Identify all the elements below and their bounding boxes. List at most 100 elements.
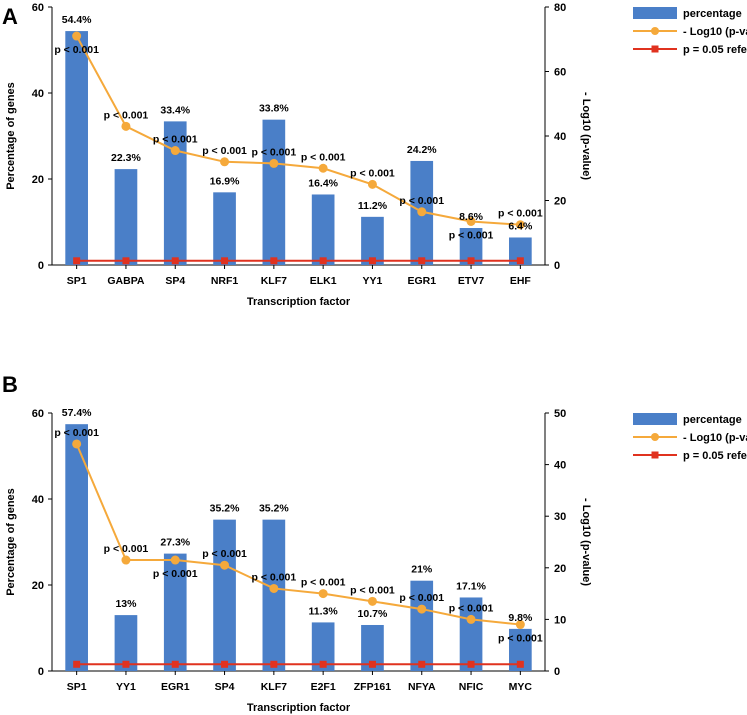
panel-b: B 0 20 40 60 0 10 20 30 40 50 Percentage of genes - … (2, 372, 747, 714)
pvalue-label: p < 0.001 (399, 195, 444, 207)
left-tick-label: 40 (32, 494, 44, 506)
legend: percentage - Log10 (p-value) p = 0.05 refe… (633, 413, 747, 462)
pvalue-point (121, 121, 131, 131)
pvalue-label: p < 0.001 (498, 633, 543, 645)
left-tick-label: 20 (32, 174, 44, 186)
right-tick-label: 40 (554, 460, 566, 472)
pvalue-label: p < 0.001 (54, 427, 99, 439)
pvalue-line (75, 443, 521, 626)
reference-point (270, 257, 278, 265)
x-tick-label: KLF7 (261, 681, 287, 693)
bar-value-label: 35.2% (210, 503, 240, 515)
left-tick-label: 40 (32, 88, 44, 100)
reference-point (418, 660, 426, 668)
legend-swatch-marker (651, 27, 659, 35)
pvalue-label: p < 0.001 (202, 145, 247, 157)
legend-label: percentage (683, 414, 742, 426)
pvalue-point (220, 560, 230, 570)
bar-value-label: 33.8% (259, 103, 289, 115)
bar-value-label: 27.3% (160, 537, 190, 549)
right-axis-title: - Log10 (p-value) (580, 92, 592, 180)
pvalue-point (72, 31, 82, 41)
bar-value-label: 21% (411, 564, 433, 576)
x-tick-label: MYC (509, 681, 533, 693)
pvalue-label: p < 0.001 (399, 592, 444, 604)
bar (114, 615, 138, 671)
pvalue-label: p < 0.001 (153, 568, 198, 580)
x-tick-label: ETV7 (458, 275, 484, 287)
left-tick-label: 20 (32, 580, 44, 592)
bar (262, 519, 286, 671)
x-tick-label: SP4 (215, 681, 235, 693)
reference-point (319, 257, 327, 265)
pvalue-label: p < 0.001 (350, 584, 395, 596)
pvalue-point (515, 220, 525, 230)
left-tick-label: 0 (38, 666, 44, 678)
x-tick-label: EHF (510, 275, 532, 287)
bar (65, 424, 88, 671)
pvalue-point (417, 604, 427, 614)
right-axis-title: - Log10 (p-value) (580, 498, 592, 586)
pvalue-point (269, 583, 279, 593)
right-tick-label: 0 (554, 666, 560, 678)
legend-swatch-bar (633, 7, 677, 19)
pvalue-point (367, 596, 377, 606)
left-tick-label: 60 (32, 408, 44, 420)
reference-point (73, 257, 81, 265)
bar-value-label: 17.1% (456, 580, 486, 592)
bar-value-label: 24.2% (407, 144, 437, 156)
reference-point (319, 660, 327, 668)
right-tick-label: 30 (554, 511, 566, 523)
reference-point (368, 257, 376, 265)
reference-point (516, 660, 524, 668)
pvalue-label: p < 0.001 (449, 229, 494, 241)
left-axis-title: Percentage of genes (5, 488, 17, 596)
reference-point (221, 660, 229, 668)
bar-value-label: 35.2% (259, 503, 289, 515)
bar (163, 121, 187, 265)
reference-point (171, 257, 179, 265)
x-tick-label: NRF1 (211, 275, 239, 287)
pvalue-label: p < 0.001 (104, 543, 149, 555)
bar-value-label: 10.7% (358, 608, 388, 620)
bar (311, 194, 335, 265)
bar (361, 216, 384, 265)
pvalue-label: p < 0.001 (252, 146, 297, 158)
x-tick-label: GABPA (107, 275, 145, 287)
x-tick-label: ELK1 (310, 275, 337, 287)
left-tick-label: 60 (32, 2, 44, 14)
bar (459, 597, 483, 671)
bar-value-label: 22.3% (111, 152, 141, 164)
x-axis-title: Transcription factor (247, 702, 351, 714)
pvalue-point (466, 216, 476, 226)
bar (262, 119, 286, 265)
pvalue-label: p < 0.001 (301, 577, 346, 589)
bar-value-label: 54.4% (62, 14, 92, 26)
pvalue-point (515, 620, 525, 630)
panel-label: A (2, 4, 18, 29)
x-tick-label: SP1 (67, 275, 87, 287)
legend-label: p = 0.05 reference (683, 44, 747, 56)
bar-value-label: 33.4% (160, 104, 190, 116)
x-tick-label: ZFP161 (354, 681, 392, 693)
reference-point (467, 257, 475, 265)
bar-value-label: 57.4% (62, 407, 92, 419)
left-axis-title: Percentage of genes (5, 82, 17, 190)
pvalue-line (75, 35, 521, 226)
right-tick-label: 40 (554, 131, 566, 143)
pvalue-label: p < 0.001 (449, 602, 494, 614)
legend-label: percentage (683, 8, 742, 20)
right-tick-label: 20 (554, 563, 566, 575)
right-tick-label: 10 (554, 614, 566, 626)
bar-value-label: 9.8% (508, 612, 533, 624)
legend-label: - Log10 (p-value) (683, 26, 747, 38)
x-tick-label: KLF7 (261, 275, 287, 287)
reference-point (418, 257, 426, 265)
pvalue-label: p < 0.001 (350, 167, 395, 179)
x-tick-label: E2F1 (311, 681, 336, 693)
x-tick-label: SP1 (67, 681, 87, 693)
reference-point (516, 257, 524, 265)
bar (509, 237, 532, 265)
panel-a: A 0 20 40 60 0 20 40 60 80 Percentage of genes - Lo… (2, 2, 747, 308)
